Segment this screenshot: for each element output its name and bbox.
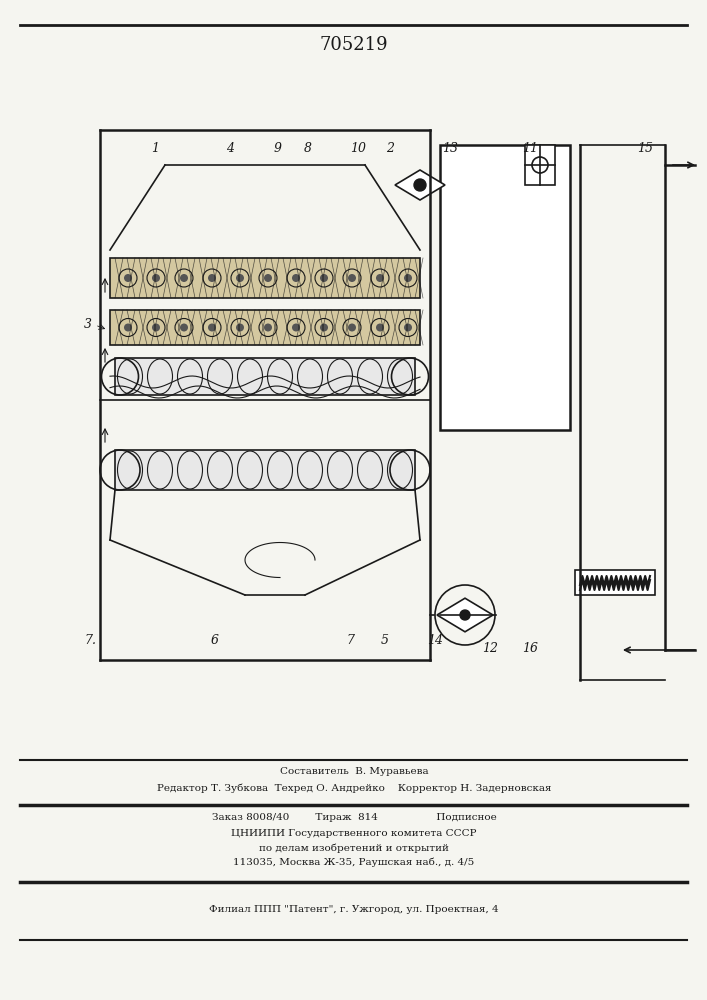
Circle shape: [460, 610, 470, 620]
Circle shape: [376, 274, 384, 282]
Circle shape: [404, 274, 412, 282]
Circle shape: [208, 274, 216, 282]
Circle shape: [414, 179, 426, 191]
Text: 13: 13: [442, 141, 458, 154]
Bar: [115, 358, 415, 395]
Text: 3: 3: [84, 318, 92, 332]
Text: по делам изобретений и открытий: по делам изобретений и открытий: [259, 843, 449, 853]
Circle shape: [152, 274, 160, 282]
Text: 16: 16: [522, 642, 538, 654]
Text: Составитель  В. Муравьева: Составитель В. Муравьева: [280, 768, 428, 776]
Polygon shape: [437, 598, 493, 632]
Text: Редактор Т. Зубкова  Техред О. Андрейко    Корректор Н. Задерновская: Редактор Т. Зубкова Техред О. Андрейко К…: [157, 783, 551, 793]
Text: 9: 9: [274, 141, 282, 154]
Text: ЦНИИПИ Государственного комитета СССР: ЦНИИПИ Государственного комитета СССР: [231, 830, 477, 838]
Polygon shape: [395, 170, 445, 200]
Text: 705219: 705219: [320, 36, 388, 54]
Circle shape: [152, 324, 160, 332]
Text: 15: 15: [637, 141, 653, 154]
Circle shape: [124, 324, 132, 332]
Circle shape: [236, 274, 244, 282]
Circle shape: [264, 274, 272, 282]
Circle shape: [320, 274, 328, 282]
Circle shape: [320, 324, 328, 332]
Text: 5: 5: [381, 634, 389, 647]
Circle shape: [348, 274, 356, 282]
Circle shape: [180, 324, 188, 332]
Circle shape: [376, 324, 384, 332]
Circle shape: [292, 324, 300, 332]
Bar: [440, 145, 570, 430]
Circle shape: [236, 324, 244, 332]
Circle shape: [292, 274, 300, 282]
Text: 6: 6: [211, 634, 219, 647]
Text: 14: 14: [427, 634, 443, 647]
Circle shape: [404, 324, 412, 332]
Circle shape: [348, 324, 356, 332]
Circle shape: [124, 274, 132, 282]
Bar: [110, 310, 420, 345]
Text: 1: 1: [151, 141, 159, 154]
Text: 2: 2: [386, 141, 394, 154]
Circle shape: [208, 324, 216, 332]
Circle shape: [264, 324, 272, 332]
Text: Заказ 8008/40        Тираж  814                  Подписное: Заказ 8008/40 Тираж 814 Подписное: [211, 814, 496, 822]
Text: 11: 11: [522, 141, 538, 154]
Text: 7.: 7.: [84, 634, 96, 647]
Bar: [110, 258, 420, 298]
Text: Филиал ППП "Патент", г. Ужгород, ул. Проектная, 4: Филиал ППП "Патент", г. Ужгород, ул. Про…: [209, 906, 499, 914]
Text: 8: 8: [304, 141, 312, 154]
Text: 7: 7: [346, 634, 354, 647]
Bar: [115, 450, 415, 490]
Text: 12: 12: [482, 642, 498, 654]
Text: 4: 4: [226, 141, 234, 154]
Text: 113035, Москва Ж-35, Раушская наб., д. 4/5: 113035, Москва Ж-35, Раушская наб., д. 4…: [233, 857, 474, 867]
Text: 10: 10: [350, 141, 366, 154]
Circle shape: [180, 274, 188, 282]
Bar: [525, 145, 555, 185]
Bar: [575, 570, 655, 595]
